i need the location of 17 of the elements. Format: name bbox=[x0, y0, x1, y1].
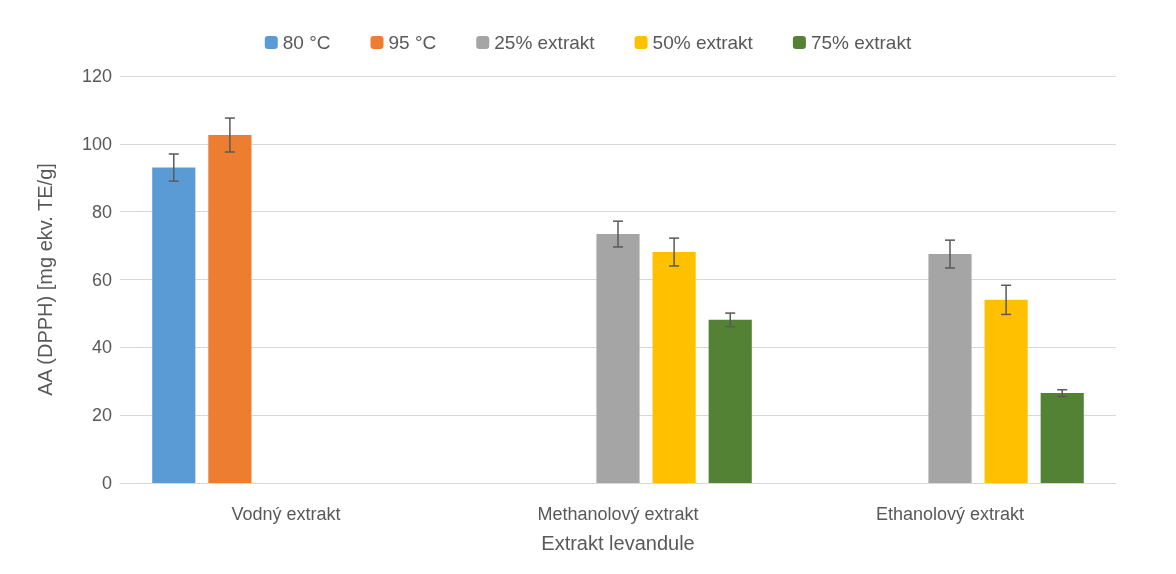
y-tick-label: 120 bbox=[81, 66, 112, 86]
x-tick-label: Vodný extrakt bbox=[231, 504, 341, 524]
x-axis-title: Extrakt levandule bbox=[541, 532, 695, 554]
legend-label: 95 °C bbox=[388, 32, 437, 53]
y-tick-label: 0 bbox=[101, 473, 112, 493]
legend-label: 50% extrakt bbox=[652, 32, 754, 53]
x-tick-label: Methanolový extrakt bbox=[537, 504, 699, 524]
x-tick-label: Ethanolový extrakt bbox=[875, 504, 1025, 524]
legend-label: 80 °C bbox=[282, 32, 331, 53]
y-tick-label: 80 bbox=[91, 201, 112, 222]
y-tick-label: 60 bbox=[91, 269, 112, 290]
legend-label: 25% extrakt bbox=[494, 32, 596, 53]
y-tick-label: 20 bbox=[91, 405, 112, 426]
y-tick-label: 40 bbox=[91, 337, 112, 358]
legend-label: 75% extrakt bbox=[810, 32, 912, 53]
y-tick-label: 100 bbox=[81, 133, 112, 154]
y-axis-title: AA (DPPH) [mg ekv. TE/g] bbox=[34, 163, 56, 396]
